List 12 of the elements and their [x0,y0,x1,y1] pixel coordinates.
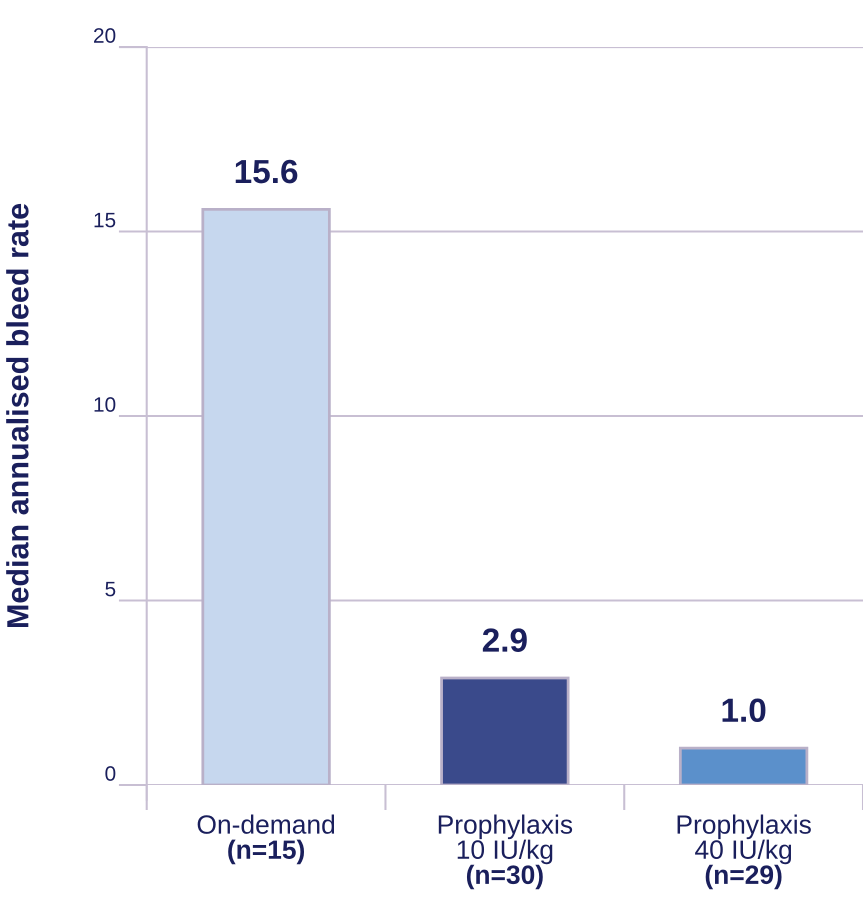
y-tick-label: 10 [94,397,116,412]
x-tick-label: On-demand (n=15) [198,814,334,864]
x-tick-label: Prophylaxis 10 IU/kg (n=30) [438,814,572,890]
y-tick-label: 15 [94,212,116,228]
y-tick-label: 0 [105,766,116,781]
data-label: 1.0 [722,698,766,722]
data-label: 15.6 [236,160,298,184]
data-label: 2.9 [482,628,527,652]
y-tick-label: 5 [105,582,116,596]
y-axis-title: Median annualised bleed rate [6,204,29,628]
y-tick-label: 20 [94,28,116,43]
x-tick-label: Prophylaxis 40 IU/kg (n=29) [678,814,811,890]
